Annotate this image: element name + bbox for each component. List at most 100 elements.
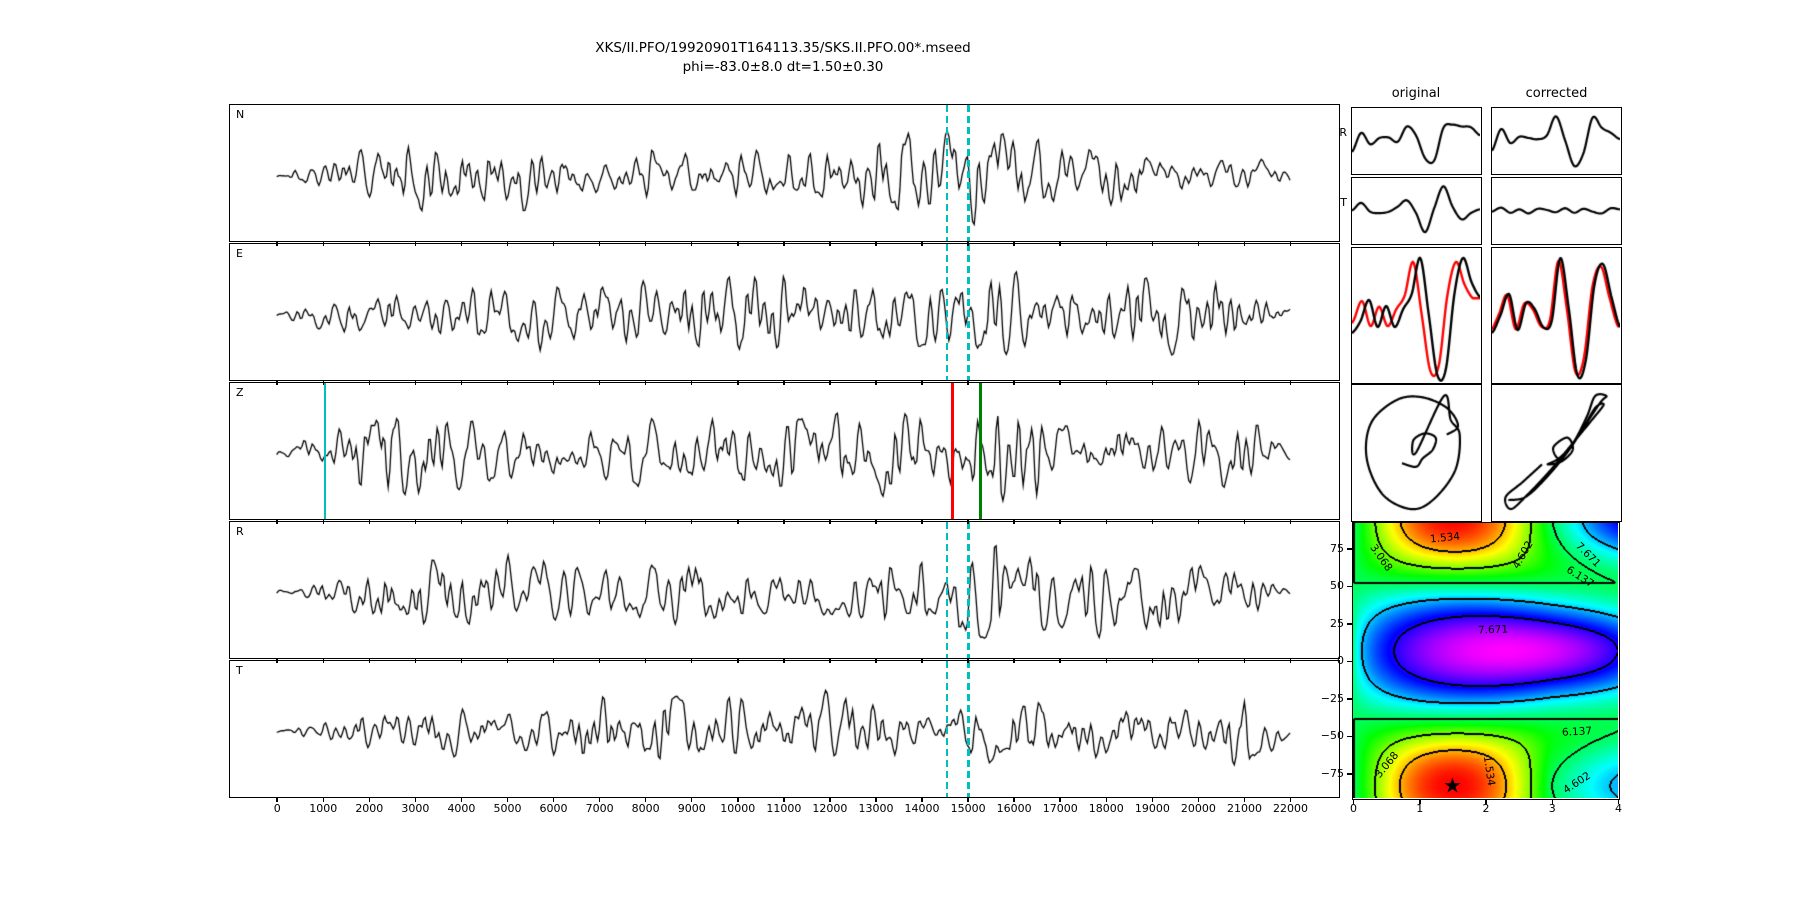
x-axis-tick [460, 798, 463, 802]
x-axis-tick [1105, 659, 1108, 663]
energy-y-tick [1347, 585, 1352, 588]
x-axis-tick [552, 659, 555, 663]
fast-slow-corrected-panel [1491, 247, 1622, 384]
x-axis-tick [598, 659, 601, 663]
fast-slow-original-panel [1351, 247, 1482, 384]
r-marker-window-end-1 [967, 522, 970, 658]
x-axis-tick-label: 19000 [1134, 802, 1170, 815]
energy-x-tick [1617, 800, 1620, 804]
x-axis-tick [322, 242, 324, 246]
x-axis-tick [506, 659, 509, 663]
x-axis-tick [1059, 659, 1061, 663]
energy-x-tick-label: 3 [1548, 802, 1556, 815]
contour-label: 6.137 [1561, 724, 1593, 739]
x-axis-tick [737, 242, 739, 246]
x-axis-tick [829, 381, 831, 385]
x-axis-tick [737, 798, 739, 802]
x-axis-tick [1105, 242, 1108, 246]
x-axis-tick [1243, 659, 1246, 663]
energy-y-tick-label: −75 [1320, 766, 1344, 780]
x-axis-tick-label: 7000 [585, 802, 614, 815]
x-axis-tick [690, 659, 693, 663]
panel-n-waveform: N [229, 104, 1340, 242]
x-axis-tick [598, 520, 601, 524]
panel-t-waveform: T [229, 660, 1340, 798]
x-axis-tick [1289, 381, 1292, 385]
x-axis-tick [829, 520, 831, 524]
energy-x-tick-label: 1 [1416, 802, 1424, 815]
x-axis-tick [506, 381, 509, 385]
t-marker-window-start-0 [945, 661, 949, 797]
x-axis-tick [1059, 242, 1061, 246]
x-axis-tick-label: 10000 [720, 802, 756, 815]
x-axis-tick [1151, 520, 1154, 524]
x-axis-tick [276, 242, 278, 246]
e-marker-window-end-1 [967, 244, 970, 380]
x-axis-tick [875, 242, 877, 246]
panel-label-z: Z [236, 386, 244, 399]
x-axis-tick [1289, 659, 1292, 663]
x-axis-tick [1105, 520, 1108, 524]
energy-x-tick-label: 4 [1615, 802, 1622, 815]
x-axis-tick [368, 659, 371, 663]
energy-y-tick-label: 75 [1330, 541, 1344, 555]
x-axis-tick [644, 659, 647, 663]
x-axis-tick [875, 520, 877, 524]
energy-map-panel: 3.068 1.534 4.602 7.671 6.137 7.671 6.137 3.068… [1352, 522, 1620, 800]
x-axis-tick-label: 3000 [401, 802, 430, 815]
energy-x-tick [1352, 800, 1355, 804]
x-axis-tick [460, 381, 463, 385]
x-axis-tick [690, 798, 693, 802]
energy-y-tick [1347, 773, 1352, 775]
energy-map-canvas [1353, 523, 1618, 798]
x-axis-tick [414, 798, 417, 802]
x-axis-tick [1151, 798, 1154, 802]
energy-x-tick-label: 2 [1482, 802, 1490, 815]
x-axis-tick [1243, 520, 1246, 524]
x-axis-tick [1105, 381, 1108, 385]
x-axis-tick [875, 798, 877, 802]
t-marker-window-end-1 [967, 661, 970, 797]
particle-motion-original-canvas [1352, 385, 1480, 520]
x-axis-tick [322, 520, 324, 524]
x-axis-tick [1197, 798, 1200, 802]
x-axis-tick-label: 12000 [812, 802, 848, 815]
energy-y-tick-label: −25 [1320, 691, 1344, 705]
energy-x-tick [1419, 800, 1421, 804]
n-marker-window-start-0 [945, 105, 949, 241]
x-axis-tick [829, 242, 831, 246]
x-axis-tick [552, 520, 555, 524]
x-axis-tick [368, 242, 371, 246]
x-axis-tick-label: 18000 [1088, 802, 1124, 815]
figure-subtitle: phi=-83.0±8.0 dt=1.50±0.30 [682, 59, 884, 75]
x-axis-tick [368, 520, 371, 524]
x-axis-tick [1059, 798, 1061, 802]
t-original-canvas [1352, 178, 1480, 243]
x-axis-tick [875, 659, 877, 663]
x-axis-tick [1197, 520, 1200, 524]
x-axis-tick [460, 520, 463, 524]
x-axis-tick [552, 381, 555, 385]
x-axis-tick [829, 798, 831, 802]
z-marker-pick-1 [951, 383, 954, 519]
x-axis-tick-label: 15000 [950, 802, 986, 815]
n-marker-window-end-1 [967, 105, 970, 241]
t-corrected-panel [1491, 177, 1622, 245]
energy-y-tick [1347, 548, 1352, 550]
particle-motion-original-panel [1351, 384, 1482, 522]
x-axis-tick [368, 798, 371, 802]
x-axis-tick [875, 381, 877, 385]
x-axis-tick [598, 242, 601, 246]
x-axis-tick [1105, 798, 1108, 802]
e-marker-window-start-0 [945, 244, 949, 380]
x-axis-tick [967, 659, 969, 663]
x-axis-tick [783, 798, 785, 802]
x-axis-tick [368, 381, 371, 385]
energy-y-tick [1347, 623, 1352, 625]
x-axis-tick [414, 520, 417, 524]
x-axis-tick [1197, 659, 1200, 663]
x-axis-tick [829, 659, 831, 663]
t-corrected-canvas [1492, 178, 1620, 243]
x-axis-tick [967, 242, 969, 246]
z-marker-pick-0 [323, 383, 327, 519]
